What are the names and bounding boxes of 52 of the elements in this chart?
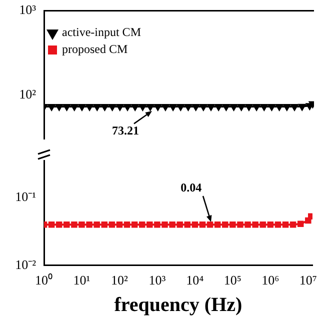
point — [297, 220, 304, 228]
point — [124, 221, 130, 228]
point — [169, 221, 176, 228]
point — [230, 221, 236, 228]
point — [138, 221, 146, 228]
x-tick-label: 10¹ — [73, 272, 90, 288]
x-tick-label: 10⁷ — [299, 272, 317, 288]
point — [222, 221, 228, 228]
point — [101, 221, 108, 228]
point — [274, 221, 282, 228]
annotation: 73.21 — [112, 123, 139, 138]
point — [252, 221, 258, 228]
point — [282, 221, 289, 228]
x-tick-label: 10² — [111, 272, 128, 288]
legend-label: active-input CM — [62, 25, 142, 40]
point — [199, 221, 206, 228]
point — [64, 221, 70, 228]
point — [56, 221, 62, 228]
point — [146, 221, 153, 228]
point — [78, 221, 85, 228]
y-tick-label: 10³ — [19, 2, 36, 18]
x-tick-label: 10⁰ — [35, 272, 53, 288]
point — [71, 221, 78, 228]
point — [237, 221, 244, 228]
x-tick-label: 10⁶ — [262, 272, 280, 288]
point — [176, 221, 183, 228]
point — [184, 221, 191, 228]
point — [290, 221, 296, 228]
point — [305, 217, 312, 224]
x-tick-label: 10³ — [148, 272, 166, 288]
point — [108, 221, 116, 228]
point — [214, 221, 221, 228]
point — [162, 221, 168, 228]
y-tick-label: 10² — [19, 86, 36, 102]
x-tick-label: 10⁵ — [224, 272, 242, 288]
x-axis-title: frequency (Hz) — [114, 294, 242, 316]
annotation: 0.04 — [180, 180, 202, 195]
point — [131, 221, 138, 228]
y-tick-label: 10⁻¹ — [15, 189, 36, 204]
legend-label: proposed CM — [62, 42, 128, 56]
point — [94, 221, 100, 228]
point — [86, 221, 92, 228]
point — [192, 221, 198, 228]
point — [48, 221, 55, 228]
y-tick-label: 10⁻² — [15, 256, 36, 272]
point — [260, 221, 266, 228]
point — [244, 221, 251, 228]
point — [206, 221, 214, 228]
point — [154, 221, 160, 228]
point — [116, 221, 123, 228]
point — [267, 221, 274, 228]
x-tick-label: 10⁴ — [186, 272, 204, 288]
